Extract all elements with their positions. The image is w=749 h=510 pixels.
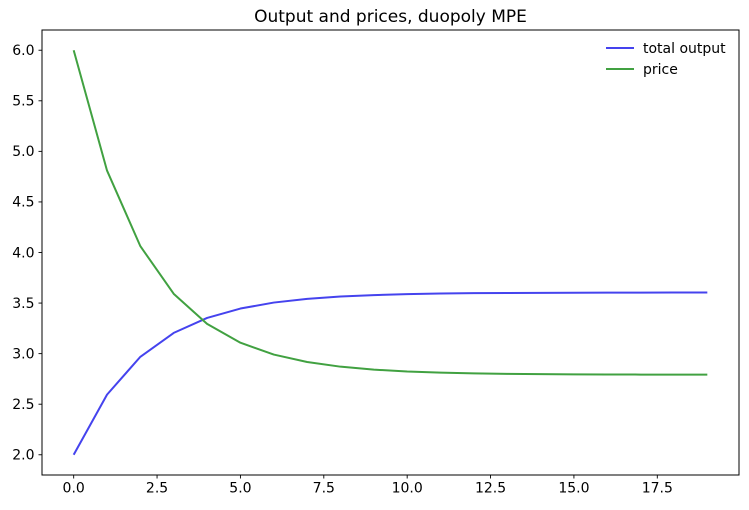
- x-tick-label: 10.0: [392, 481, 423, 497]
- y-tick-label: 5.5: [12, 94, 34, 110]
- chart-title: Output and prices, duopoly MPE: [254, 7, 527, 27]
- y-tick-label: 2.5: [12, 397, 34, 413]
- plot-area: 0.0 2.5 5.0 7.5 10.0 12.5 15.0 17.5 2.0 2.5 3.0 3.5…: [12, 29, 740, 497]
- axes-spines: [41, 29, 740, 476]
- legend-label-price: price: [643, 62, 678, 78]
- y-tick-label: 5.0: [12, 144, 34, 160]
- y-tick-label: 6.0: [12, 43, 34, 59]
- legend-label-total-output: total output: [643, 41, 726, 57]
- x-tick-label: 7.5: [313, 481, 335, 497]
- x-tick-label: 17.5: [642, 481, 673, 497]
- x-tick-label: 2.5: [146, 481, 168, 497]
- series-line-total-output: [72, 291, 708, 456]
- y-tick-label: 3.5: [12, 296, 34, 312]
- y-tick-label: 4.5: [12, 195, 34, 211]
- y-tick-label: 2.0: [12, 448, 34, 464]
- y-tick-label: 3.0: [12, 346, 34, 362]
- x-tick-label: 0.0: [63, 481, 85, 497]
- series-line-price: [72, 49, 708, 376]
- x-tick-label: 15.0: [558, 481, 589, 497]
- x-tick-label: 12.5: [475, 481, 506, 497]
- x-tick-label: 5.0: [229, 481, 251, 497]
- y-tick-label: 4.0: [12, 245, 34, 261]
